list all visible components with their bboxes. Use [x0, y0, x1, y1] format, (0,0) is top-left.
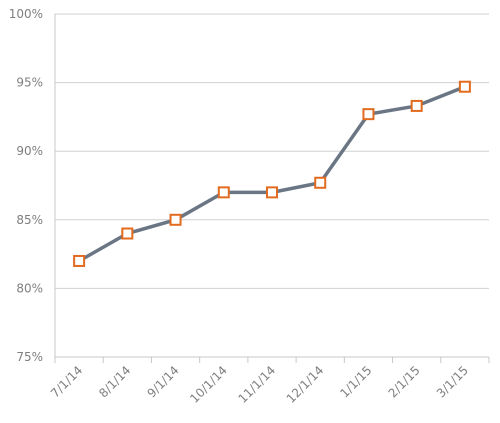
x-tick-label: 3/1/15	[434, 363, 471, 400]
data-point-marker	[362, 108, 375, 121]
y-tick-label: 75%	[16, 350, 43, 364]
x-tick-labels: 7/1/14 8/1/14 9/1/14 10/1/14 11/1/14 12/1/14 1…	[48, 363, 471, 406]
data-markers	[73, 80, 471, 267]
y-tick-label: 95%	[16, 76, 43, 90]
y-tick-label: 80%	[16, 281, 43, 295]
x-tick-label: 8/1/14	[96, 363, 133, 400]
data-point-marker	[169, 213, 182, 226]
x-tick-label: 1/1/15	[337, 363, 374, 400]
y-tick-label: 90%	[16, 144, 43, 158]
x-tick-label: 2/1/15	[386, 363, 423, 400]
data-point-marker	[314, 176, 327, 189]
x-tick-label: 9/1/14	[144, 363, 181, 400]
y-tick-labels: 75% 80% 85% 90% 95% 100%	[9, 7, 43, 364]
x-tick-label: 10/1/14	[187, 363, 230, 406]
y-tick-label: 85%	[16, 213, 43, 227]
x-tick-label: 7/1/14	[48, 363, 85, 400]
grid-lines	[55, 13, 489, 289]
data-point-marker	[266, 186, 278, 199]
data-point-marker	[121, 227, 134, 240]
data-point-marker	[410, 99, 423, 112]
axes	[54, 14, 490, 363]
data-point-marker	[73, 254, 86, 267]
series-line	[78, 85, 466, 263]
series-polyline	[78, 85, 466, 263]
data-point-marker	[458, 80, 471, 93]
x-tick-label: 11/1/14	[236, 363, 279, 406]
data-point-marker	[217, 186, 230, 199]
x-tick-label: 12/1/14	[284, 363, 327, 406]
y-tick-label: 100%	[9, 7, 43, 21]
